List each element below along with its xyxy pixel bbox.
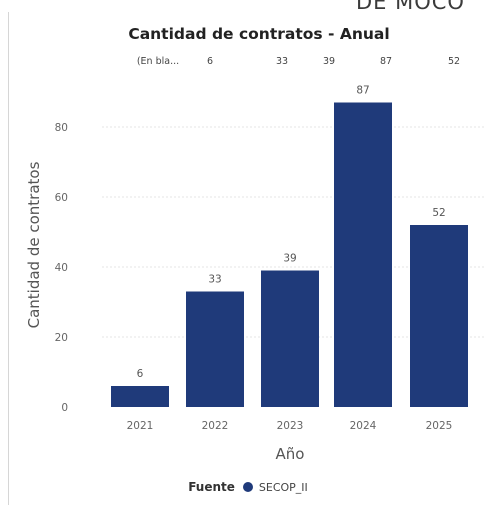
data-label-2021: 6	[137, 368, 144, 380]
bars	[111, 102, 468, 408]
bar-2025[interactable]	[410, 225, 468, 407]
data-label-2023: 39	[283, 253, 296, 265]
top-row-value: 39	[323, 56, 335, 67]
legend: Fuente SECOP_II	[0, 477, 496, 497]
data-label-2024: 87	[356, 85, 369, 97]
legend-title: Fuente	[188, 480, 235, 494]
top-row-summary: (En bla... 6 33 39 87 52	[137, 56, 460, 67]
top-row-value: 52	[448, 56, 460, 67]
bar-2022[interactable]	[186, 291, 244, 408]
y-tick-label: 60	[55, 192, 68, 204]
y-tick-label: 40	[55, 262, 68, 274]
axes: 0 20 40 60 80 2021 2022 2023 2024 2025	[55, 122, 453, 432]
bar-2021[interactable]	[111, 386, 169, 407]
x-tick-label-2022: 2022	[202, 420, 229, 432]
cut-off-header-text: DE MOCO	[356, 0, 465, 14]
y-axis-title: Cantidad de contratos	[25, 161, 43, 328]
y-tick-label: 20	[55, 332, 68, 344]
x-tick-label-2021: 2021	[127, 420, 154, 432]
top-row-value: 6	[207, 56, 213, 67]
data-label-2025: 52	[432, 207, 445, 219]
data-labels: 6 33 39 87 52	[137, 85, 446, 381]
top-row-value: 33	[276, 56, 288, 67]
bar-2024[interactable]	[334, 102, 392, 408]
legend-swatch	[242, 482, 253, 492]
data-label-2022: 33	[208, 274, 221, 286]
top-row-value: 87	[380, 56, 392, 67]
bar-2023[interactable]	[261, 270, 319, 408]
x-tick-label-2023: 2023	[277, 420, 304, 432]
y-tick-label: 0	[61, 402, 68, 414]
x-tick-label-2024: 2024	[350, 420, 377, 432]
top-row-value: (En bla...	[137, 56, 179, 67]
panel-left-border	[8, 12, 9, 505]
y-tick-label: 80	[55, 122, 68, 134]
legend-item-secop-ii[interactable]: SECOP_II	[258, 480, 308, 494]
x-axis-title: Año	[276, 445, 305, 463]
chart-title: Cantidad de contratos - Anual	[128, 25, 389, 43]
x-tick-label-2025: 2025	[426, 420, 453, 432]
